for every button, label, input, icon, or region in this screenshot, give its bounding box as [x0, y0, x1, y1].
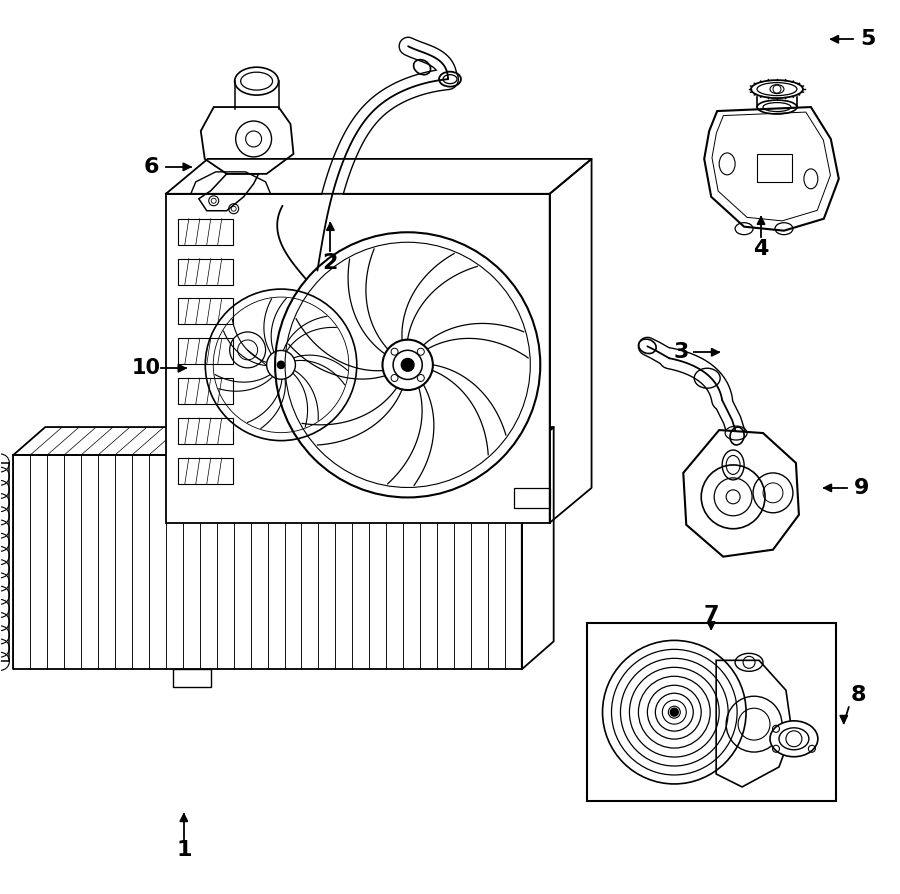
Polygon shape — [757, 216, 765, 224]
Text: 10: 10 — [131, 358, 160, 378]
Ellipse shape — [770, 721, 818, 756]
Polygon shape — [704, 107, 839, 231]
Bar — [166, 194, 550, 523]
Bar — [514, 488, 550, 508]
Text: 4: 4 — [753, 239, 769, 258]
Polygon shape — [840, 715, 848, 723]
Polygon shape — [831, 36, 839, 43]
Bar — [178, 338, 233, 364]
Polygon shape — [707, 621, 715, 629]
Polygon shape — [327, 223, 334, 231]
Polygon shape — [824, 484, 832, 492]
Ellipse shape — [752, 80, 803, 98]
Bar — [178, 219, 233, 245]
Text: 6: 6 — [143, 156, 158, 177]
Text: 2: 2 — [323, 253, 338, 273]
Bar — [178, 299, 233, 325]
Bar — [178, 418, 233, 444]
Bar — [178, 458, 233, 484]
Bar — [587, 623, 836, 801]
Text: 8: 8 — [851, 685, 867, 705]
Text: 5: 5 — [860, 30, 876, 49]
Polygon shape — [683, 430, 799, 557]
Text: 3: 3 — [673, 342, 689, 362]
Bar — [173, 670, 211, 687]
Circle shape — [401, 358, 414, 371]
Polygon shape — [180, 814, 188, 822]
Text: 1: 1 — [176, 839, 192, 860]
Circle shape — [277, 361, 284, 368]
Bar — [757, 154, 792, 181]
Text: 7: 7 — [704, 605, 719, 626]
Text: 9: 9 — [854, 478, 869, 498]
Bar — [178, 378, 233, 404]
Polygon shape — [712, 349, 719, 356]
Polygon shape — [178, 365, 185, 372]
Polygon shape — [183, 163, 191, 171]
Circle shape — [670, 708, 679, 716]
Bar — [178, 258, 233, 284]
